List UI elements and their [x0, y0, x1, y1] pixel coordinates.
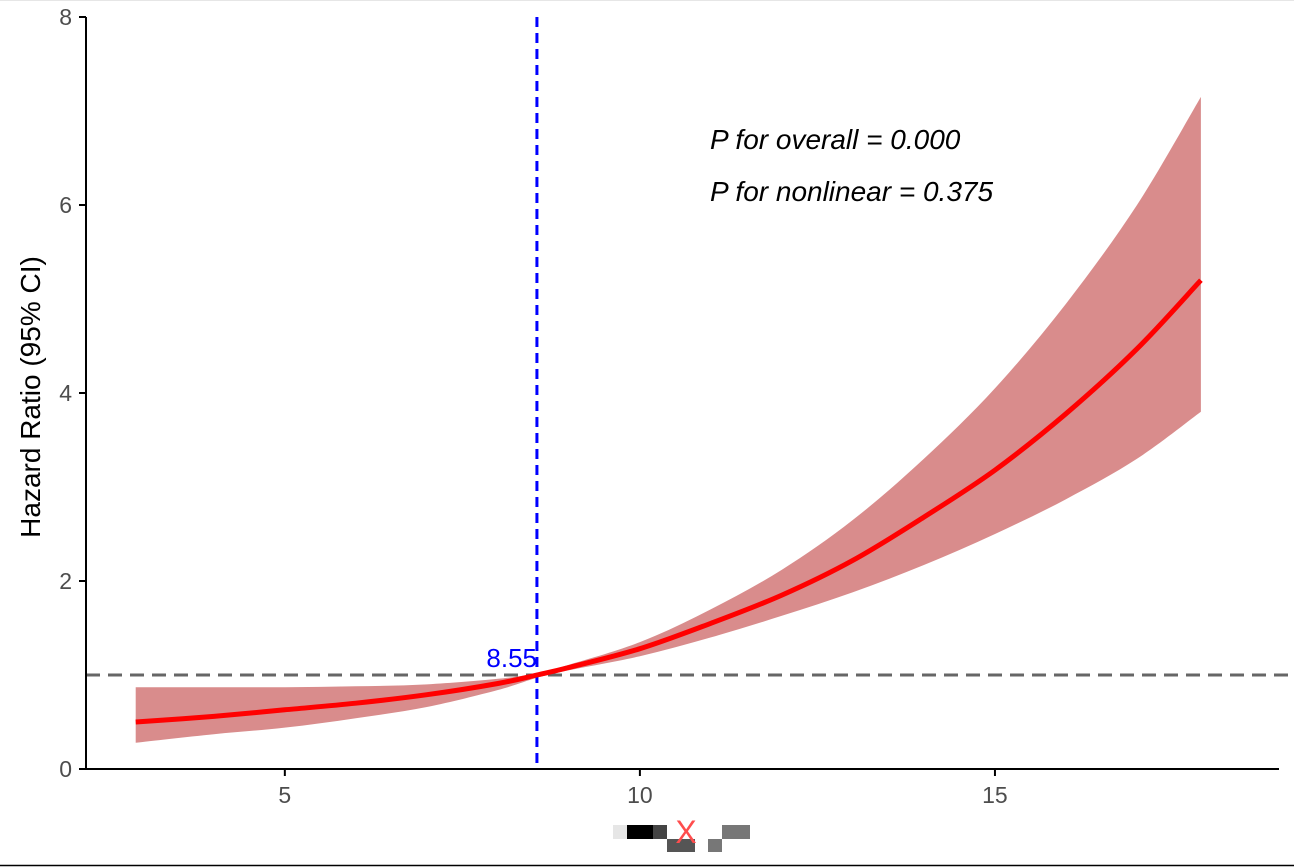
y-tick-label: 0 [59, 756, 72, 782]
pixel-block [722, 825, 750, 839]
pixel-block [627, 825, 653, 839]
annotation-p-overall: P for overall = 0.000 [710, 124, 961, 155]
reference-line-layer [86, 17, 1294, 769]
series-line-layer [135, 278, 1203, 725]
y-tick-layer: 0 2 4 6 8 [59, 4, 86, 782]
y-axis-label: Hazard Ratio (95% CI) [15, 256, 46, 538]
pixel-block [708, 839, 722, 852]
pixel-block [653, 825, 667, 839]
y-tick-label: 6 [59, 192, 72, 218]
annotation-p-nonlinear: P for nonlinear = 0.375 [710, 176, 993, 207]
y-tick-label: 2 [59, 568, 72, 594]
hazard-ratio-line [135, 278, 1203, 725]
x-tick-label: 10 [627, 782, 653, 808]
x-axis-label-x-icon: X [675, 814, 696, 850]
pixel-block [667, 839, 695, 852]
vertical-reference-label: 8.55 [486, 643, 537, 673]
confidence-band-layer [135, 96, 1201, 743]
y-tick-label: 8 [59, 4, 72, 30]
confidence-band [135, 96, 1201, 743]
x-axis-label-obscured: X [613, 814, 750, 852]
x-tick-layer: 5 10 15 [278, 769, 1008, 808]
y-tick-label: 4 [59, 380, 72, 406]
pixel-block [613, 825, 627, 839]
x-tick-label: 15 [982, 782, 1008, 808]
x-tick-label: 5 [278, 782, 291, 808]
